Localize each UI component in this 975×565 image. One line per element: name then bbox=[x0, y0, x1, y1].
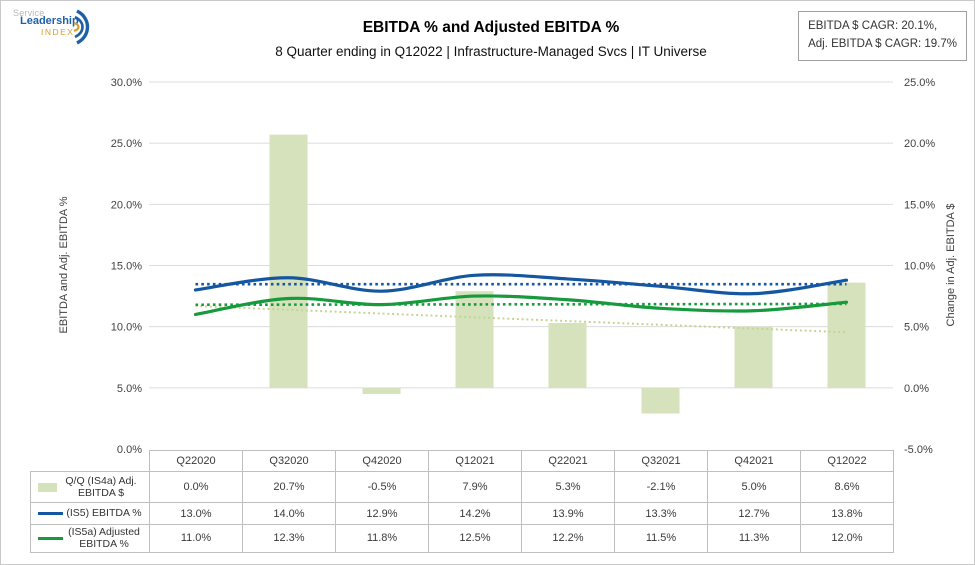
quarter-header-cell: Q12022 bbox=[800, 450, 894, 472]
value-cell: 11.0% bbox=[149, 524, 243, 553]
value-cell: 13.8% bbox=[800, 502, 894, 525]
logo-swoosh-icon bbox=[73, 9, 90, 45]
value-cell: 11.3% bbox=[707, 524, 801, 553]
value-cell: 20.7% bbox=[242, 471, 336, 503]
quarter-header-cell: Q32020 bbox=[242, 450, 336, 472]
quarter-header-cell: Q42020 bbox=[335, 450, 429, 472]
value-cell: 11.8% bbox=[335, 524, 429, 553]
bar bbox=[734, 326, 773, 388]
value-cell: 14.2% bbox=[428, 502, 522, 525]
data-table: Q22020 Q32020 Q42020 Q12021 Q22021 Q32021 Q420… bbox=[30, 450, 894, 553]
value-cell: 11.5% bbox=[614, 524, 708, 553]
logo-word-index: INDEX bbox=[41, 27, 75, 37]
bar bbox=[641, 387, 680, 414]
legend-label: (IS5a) Adjusted EBITDA % bbox=[68, 526, 140, 551]
y-axis-tick-left: 5.0% bbox=[117, 383, 142, 395]
value-cell: 12.9% bbox=[335, 502, 429, 525]
value-cell: 13.3% bbox=[614, 502, 708, 525]
y-axis-tick-right: 5.0% bbox=[904, 322, 929, 334]
table-corner-blank bbox=[31, 451, 150, 472]
quarter-header-cell: Q42021 bbox=[707, 450, 801, 472]
logo-word-service: Service bbox=[13, 8, 45, 18]
y-axis-tick-left: 30.0% bbox=[111, 77, 142, 89]
value-cell: 5.0% bbox=[707, 471, 801, 503]
value-cell: 14.0% bbox=[242, 502, 336, 525]
bar bbox=[455, 291, 494, 388]
value-cell: 0.0% bbox=[149, 471, 243, 503]
data-table-container: Q22020 Q32020 Q42020 Q12021 Q22021 Q32021 Q420… bbox=[30, 450, 894, 553]
value-cell: 12.3% bbox=[242, 524, 336, 553]
value-cell: 13.9% bbox=[521, 502, 615, 525]
value-cell: 12.5% bbox=[428, 524, 522, 553]
value-cell: 5.3% bbox=[521, 471, 615, 503]
y-axis-tick-left: 25.0% bbox=[111, 138, 142, 150]
y-axis-tick-left: 10.0% bbox=[111, 322, 142, 334]
chart-subtitle: 8 Quarter ending in Q12022 | Infrastruct… bbox=[275, 44, 707, 59]
bar-series-trendline bbox=[195, 305, 847, 334]
bar bbox=[269, 134, 308, 388]
y-axis-tick-right: 25.0% bbox=[904, 77, 935, 89]
line-swatch-icon bbox=[38, 536, 63, 540]
value-cell: -2.1% bbox=[614, 471, 708, 503]
quarter-header-cell: Q12021 bbox=[428, 450, 522, 472]
value-cell: 13.0% bbox=[149, 502, 243, 525]
y-axis-tick-right: 0.0% bbox=[904, 383, 929, 395]
bar bbox=[548, 322, 587, 388]
quarter-header-cell: Q32021 bbox=[614, 450, 708, 472]
y-axis-tick-left: 20.0% bbox=[111, 199, 142, 211]
legend-label: (IS5) EBITDA % bbox=[66, 507, 142, 520]
y-axis-title-left: EBITDA and Adj. EBITDA % bbox=[58, 196, 70, 334]
y-axis-tick-right: -5.0% bbox=[904, 444, 933, 456]
quarter-header-cell: Q22021 bbox=[521, 450, 615, 472]
logo-word-leadership: Leadership bbox=[20, 15, 79, 27]
cagr-line-adj-ebitda: Adj. EBITDA $ CAGR: 19.7% bbox=[808, 37, 957, 50]
line-swatch-icon bbox=[38, 512, 63, 515]
cagr-annotation-box: EBITDA $ CAGR: 20.1%, Adj. EBITDA $ CAGR… bbox=[798, 11, 967, 61]
bar-swatch-icon bbox=[38, 482, 57, 492]
ebitda-line bbox=[193, 273, 849, 296]
value-cell: 12.2% bbox=[521, 524, 615, 553]
value-cell: 8.6% bbox=[800, 471, 894, 503]
value-cell: 12.0% bbox=[800, 524, 894, 553]
bar bbox=[362, 387, 401, 394]
cagr-line-ebitda: EBITDA $ CAGR: 20.1%, bbox=[808, 20, 938, 32]
legend-cell: (IS5a) Adjusted EBITDA % bbox=[30, 524, 150, 553]
value-cell: -0.5% bbox=[335, 471, 429, 503]
value-cell: 12.7% bbox=[707, 502, 801, 525]
quarter-header-cell: Q22020 bbox=[149, 450, 243, 472]
chart-header: EBITDA % and Adjusted EBITDA % 8 Quarter… bbox=[121, 19, 861, 59]
legend-label: Q/Q (IS4a) Adj. EBITDA $ bbox=[65, 474, 137, 499]
chart-title: EBITDA % and Adjusted EBITDA % bbox=[362, 19, 620, 36]
y-axis-tick-left: 0.0% bbox=[117, 444, 142, 456]
service-leadership-index-logo: Service Leadership INDEX bbox=[11, 7, 101, 49]
y-axis-tick-right: 15.0% bbox=[904, 199, 935, 211]
y-axis-tick-left: 15.0% bbox=[111, 261, 142, 273]
adjusted-ebitda-trendline bbox=[195, 302, 847, 307]
legend-cell: Q/Q (IS4a) Adj. EBITDA $ bbox=[30, 471, 150, 503]
y-axis-title-right: Change in Adj. EBITDA $ bbox=[945, 203, 957, 327]
y-axis-tick-right: 20.0% bbox=[904, 138, 935, 150]
legend-cell: (IS5) EBITDA % bbox=[30, 502, 150, 525]
value-cell: 7.9% bbox=[428, 471, 522, 503]
y-axis-tick-right: 10.0% bbox=[904, 261, 935, 273]
adjusted-ebitda-line bbox=[193, 294, 849, 317]
bar bbox=[827, 282, 866, 388]
